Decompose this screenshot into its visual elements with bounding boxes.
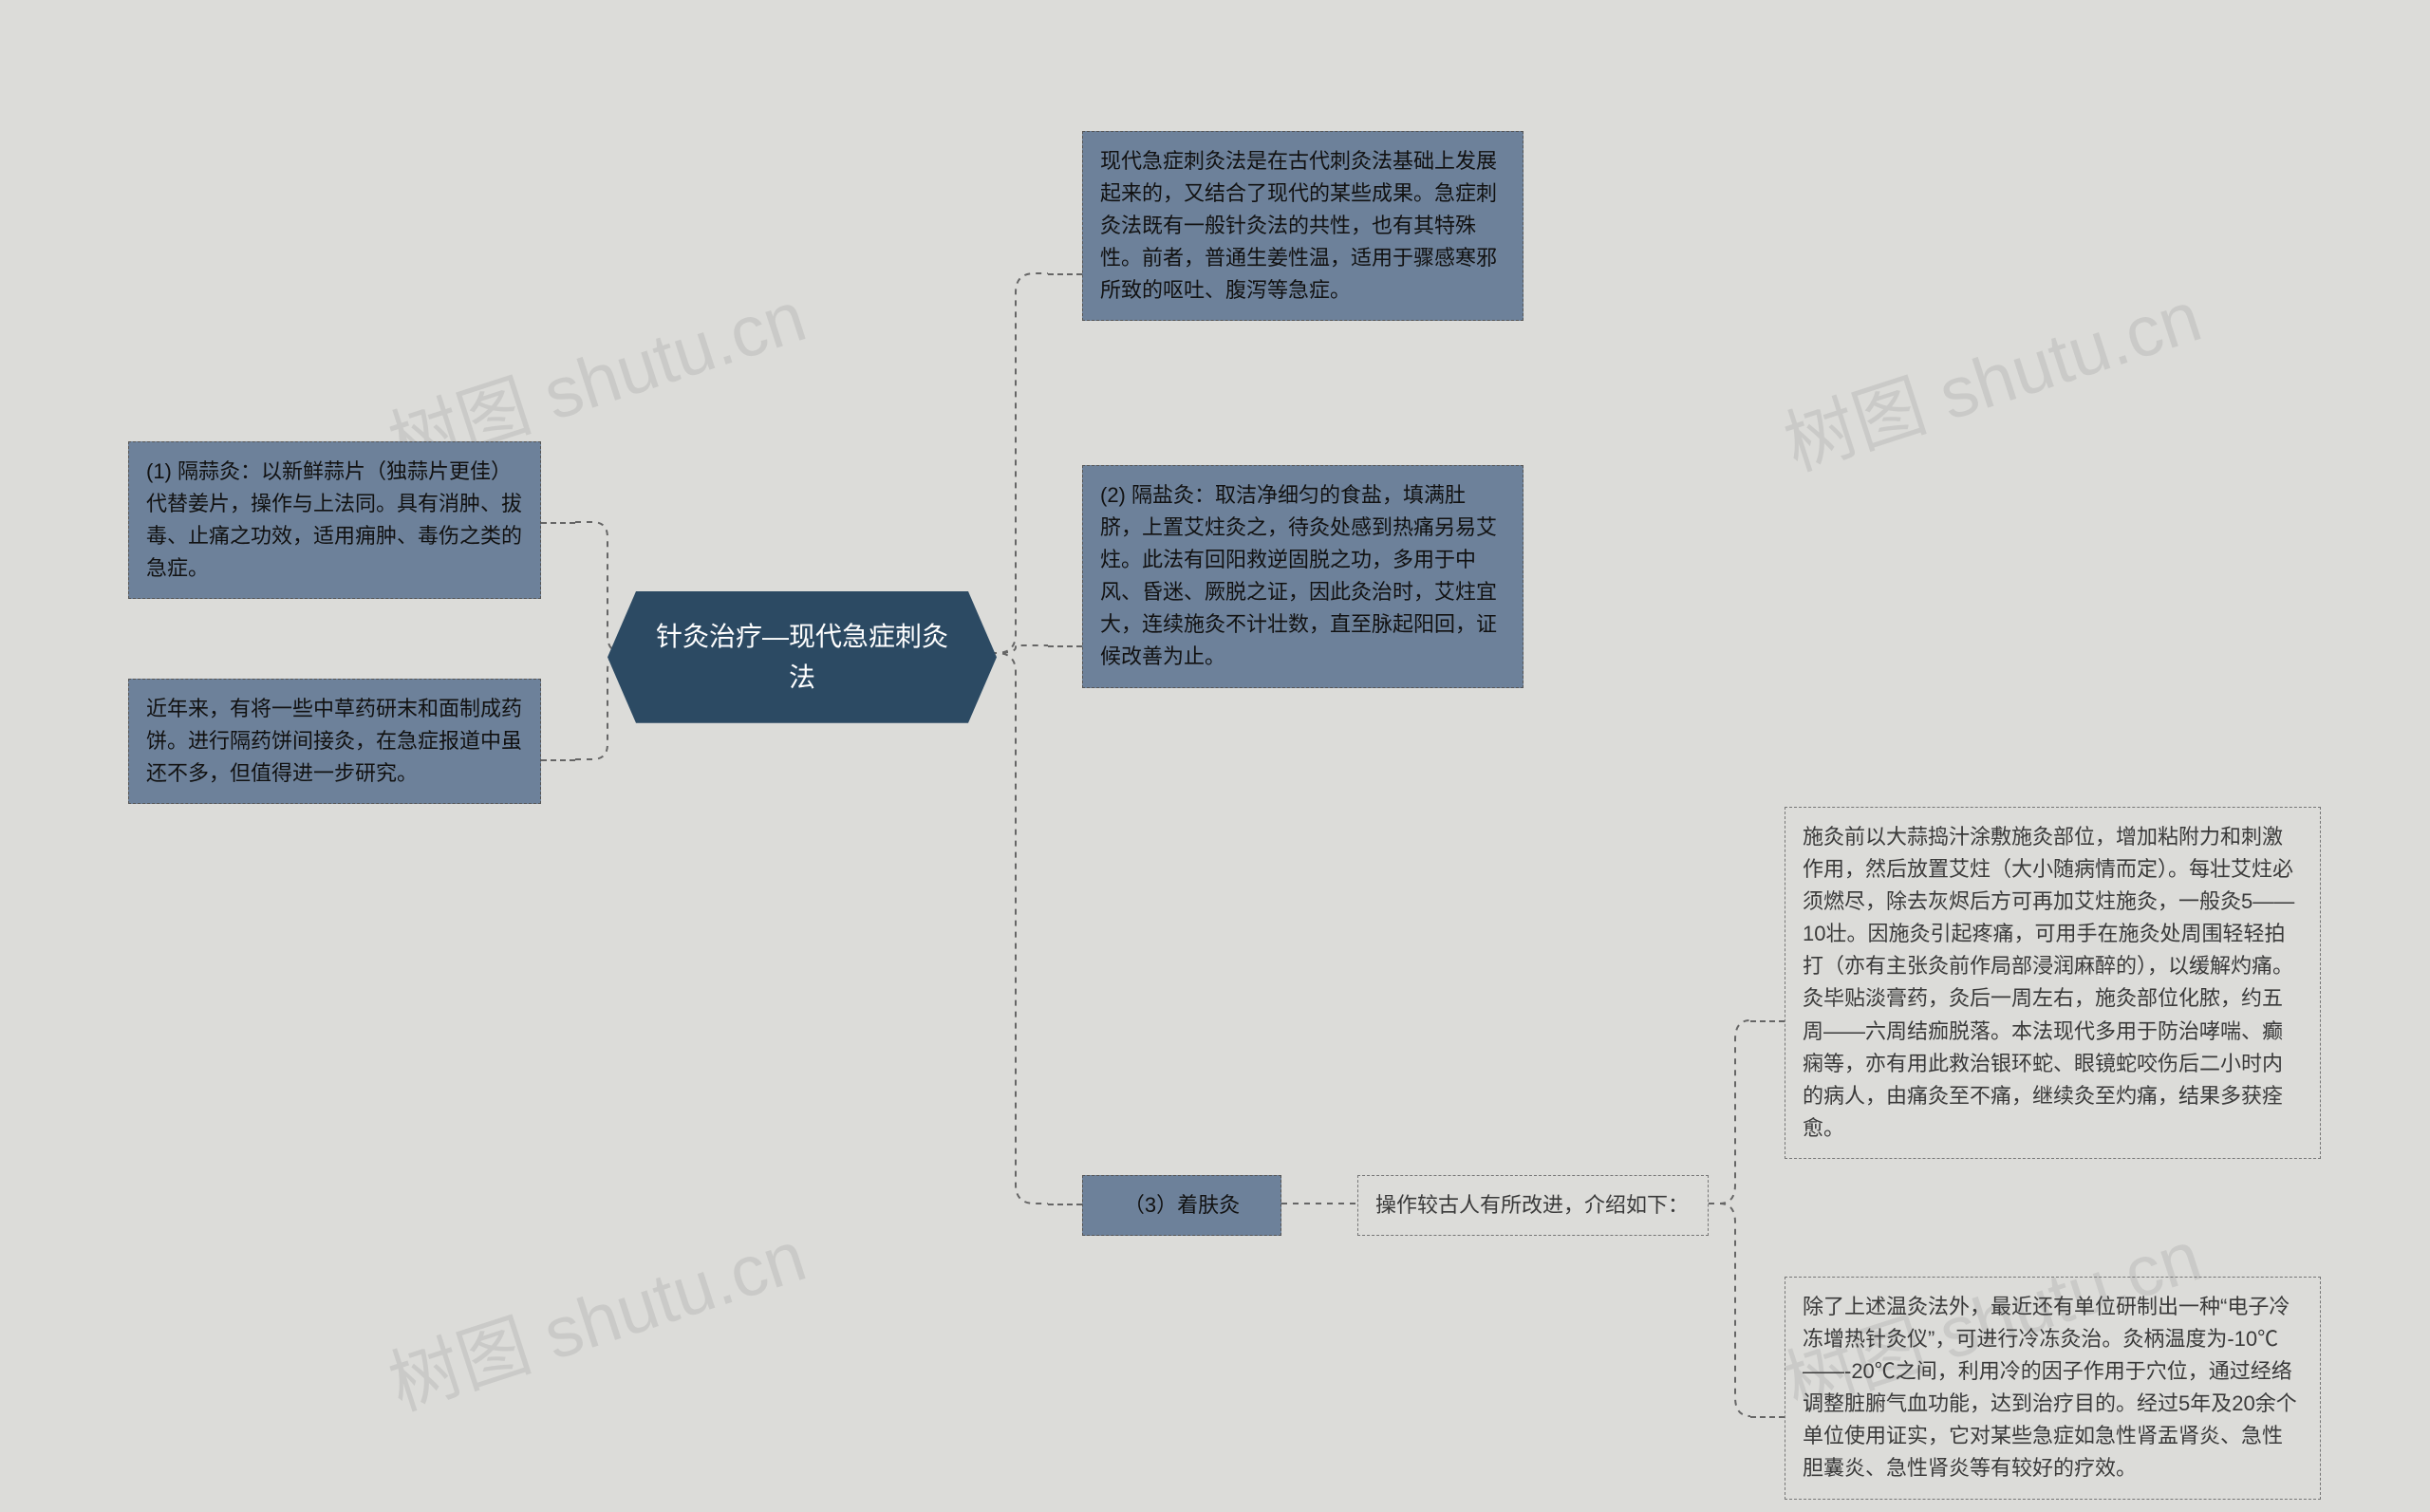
root-title-line2: 法 bbox=[636, 657, 968, 698]
root-title-line1: 针灸治疗—现代急症刺灸 bbox=[636, 616, 968, 657]
right-node-3-child-2-text: 除了上述温灸法外，最近还有单位研制出一种“电子冷冻增热针灸仪”，可进行冷冻灸治。… bbox=[1803, 1295, 2297, 1480]
left-node-2-text: 近年来，有将一些中草药研末和面制成药饼。进行隔药饼间接灸，在急症报道中虽还不多，… bbox=[146, 697, 522, 785]
right-node-3-sub-text: 操作较古人有所改进，介绍如下： bbox=[1375, 1193, 1689, 1217]
right-node-3-child-1-text: 施灸前以大蒜捣汁涂敷施灸部位，增加粘附力和刺激作用，然后放置艾炷（大小随病情而定… bbox=[1803, 825, 2294, 1140]
left-node-1-text: (1) 隔蒜灸：以新鲜蒜片（独蒜片更佳）代替姜片，操作与上法同。具有消肿、拔毒、… bbox=[146, 459, 522, 580]
right-node-1: 现代急症刺灸法是在古代刺灸法基础上发展起来的，又结合了现代的某些成果。急症刺灸法… bbox=[1082, 131, 1523, 321]
left-node-2: 近年来，有将一些中草药研末和面制成药饼。进行隔药饼间接灸，在急症报道中虽还不多，… bbox=[128, 679, 541, 804]
right-node-3-sub: 操作较古人有所改进，介绍如下： bbox=[1357, 1175, 1709, 1236]
right-node-3-label: （3）着肤灸 bbox=[1124, 1193, 1240, 1217]
connector-stub bbox=[1048, 273, 1082, 275]
connector-stub bbox=[1750, 1416, 1785, 1418]
left-node-1: (1) 隔蒜灸：以新鲜蒜片（独蒜片更佳）代替姜片，操作与上法同。具有消肿、拔毒、… bbox=[128, 441, 541, 599]
connector-stub bbox=[1750, 1020, 1785, 1022]
connector-stub bbox=[1048, 1204, 1082, 1205]
right-node-3-child-2: 除了上述温灸法外，最近还有单位研制出一种“电子冷冻增热针灸仪”，可进行冷冻灸治。… bbox=[1785, 1277, 2321, 1500]
connector-stub bbox=[541, 522, 575, 524]
connector-stub bbox=[1048, 645, 1082, 647]
right-node-3-child-1: 施灸前以大蒜捣汁涂敷施灸部位，增加粘附力和刺激作用，然后放置艾炷（大小随病情而定… bbox=[1785, 807, 2321, 1159]
watermark: 树图 shutu.cn bbox=[374, 1198, 816, 1429]
watermark: 树图 shutu.cn bbox=[1769, 258, 2212, 490]
right-node-1-text: 现代急症刺灸法是在古代刺灸法基础上发展起来的，又结合了现代的某些成果。急症刺灸法… bbox=[1100, 149, 1497, 302]
right-node-3: （3）着肤灸 bbox=[1082, 1175, 1281, 1236]
mindmap-root: 针灸治疗—现代急症刺灸 法 bbox=[608, 591, 997, 723]
connector-stub bbox=[541, 759, 575, 761]
right-node-2-text: (2) 隔盐灸：取洁净细匀的食盐，填满肚脐，上置艾炷灸之，待灸处感到热痛另易艾炷… bbox=[1100, 483, 1497, 668]
right-node-2: (2) 隔盐灸：取洁净细匀的食盐，填满肚脐，上置艾炷灸之，待灸处感到热痛另易艾炷… bbox=[1082, 465, 1523, 688]
